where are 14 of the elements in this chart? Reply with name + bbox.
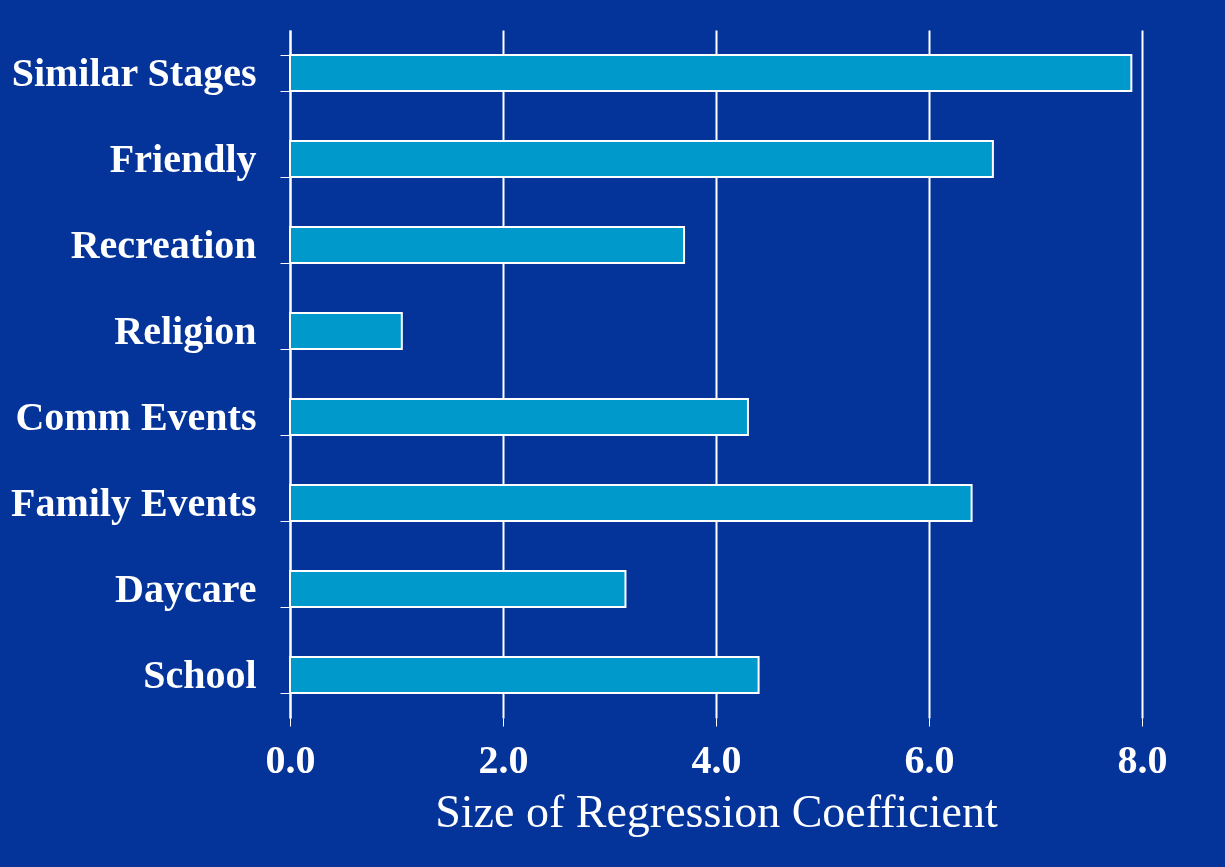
y-tick-label: Daycare	[115, 565, 257, 611]
y-tick-label: Family Events	[10, 479, 257, 525]
y-tick-label: School	[143, 651, 257, 697]
y-tick-label: Comm Events	[15, 393, 257, 439]
x-tick-label: 0.0	[265, 736, 316, 782]
y-tick-label: Similar Stages	[11, 49, 257, 95]
x-axis-title: Size of Regression Coefficient	[435, 785, 998, 837]
x-tick-label: 6.0	[904, 736, 955, 782]
x-tick-label: 2.0	[478, 736, 529, 782]
x-tick-label: 8.0	[1117, 736, 1168, 782]
y-tick-label: Recreation	[70, 221, 257, 267]
y-tick-label: Friendly	[109, 135, 257, 181]
x-tick-label: 4.0	[691, 736, 742, 782]
y-tick-label: Religion	[114, 307, 257, 353]
